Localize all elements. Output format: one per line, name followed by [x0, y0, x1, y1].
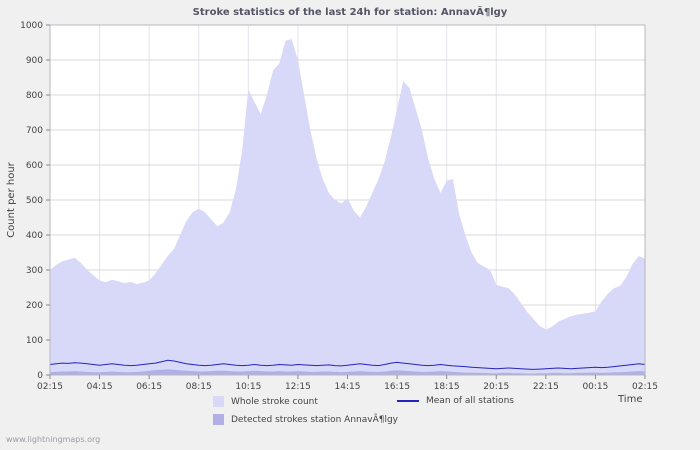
y-tick-label: 600: [26, 161, 43, 171]
y-tick-label: 400: [26, 231, 43, 241]
legend-label-mean: Mean of all stations: [426, 396, 514, 406]
y-tick-label: 800: [26, 91, 43, 101]
y-tick-label: 1000: [20, 21, 43, 31]
legend-label-whole: Whole stroke count: [231, 396, 318, 407]
x-axis-label: Time: [618, 394, 643, 405]
y-tick-label: 500: [26, 196, 43, 206]
x-tick-label: 12:15: [285, 382, 311, 392]
y-tick-label: 0: [37, 371, 43, 381]
legend-item-whole-stroke-count: Whole stroke count: [213, 396, 318, 407]
y-tick-label: 200: [26, 301, 43, 311]
legend-swatch-whole: [213, 396, 224, 407]
legend-item-detected-strokes: Detected strokes station AnnavÃ¶lgy: [213, 414, 398, 425]
x-tick-label: 18:15: [434, 382, 460, 392]
x-tick-label: 06:15: [136, 382, 162, 392]
legend-swatch-mean: [397, 400, 419, 402]
x-tick-label: 20:15: [483, 382, 509, 392]
x-tick-label: 04:15: [87, 382, 113, 392]
watermark-link[interactable]: www.lightningmaps.org: [6, 435, 101, 444]
area-series-1: [50, 369, 645, 375]
x-tick-label: 14:15: [335, 382, 361, 392]
legend-label-detected: Detected strokes station AnnavÃ¶lgy: [231, 414, 398, 425]
y-tick-label: 900: [26, 56, 43, 66]
chart-title: Stroke statistics of the last 24h for st…: [192, 7, 508, 18]
x-tick-label: 00:15: [582, 382, 608, 392]
x-tick-label: 02:15: [632, 382, 658, 392]
x-tick-label: 10:15: [235, 382, 261, 392]
mean-line: [49, 359, 646, 370]
x-tick-label: 22:15: [533, 382, 559, 392]
legend-swatch-detected: [213, 414, 224, 425]
y-tick-label: 300: [26, 266, 43, 276]
x-tick-label: 08:15: [186, 382, 212, 392]
y-tick-label: 700: [26, 126, 43, 136]
y-tick-label: 100: [26, 336, 43, 346]
legend-item-mean-of-all-stations: Mean of all stations: [397, 396, 514, 406]
x-tick-label: 02:15: [37, 382, 63, 392]
x-tick-label: 16:15: [384, 382, 410, 392]
area-series-0: [50, 39, 645, 375]
